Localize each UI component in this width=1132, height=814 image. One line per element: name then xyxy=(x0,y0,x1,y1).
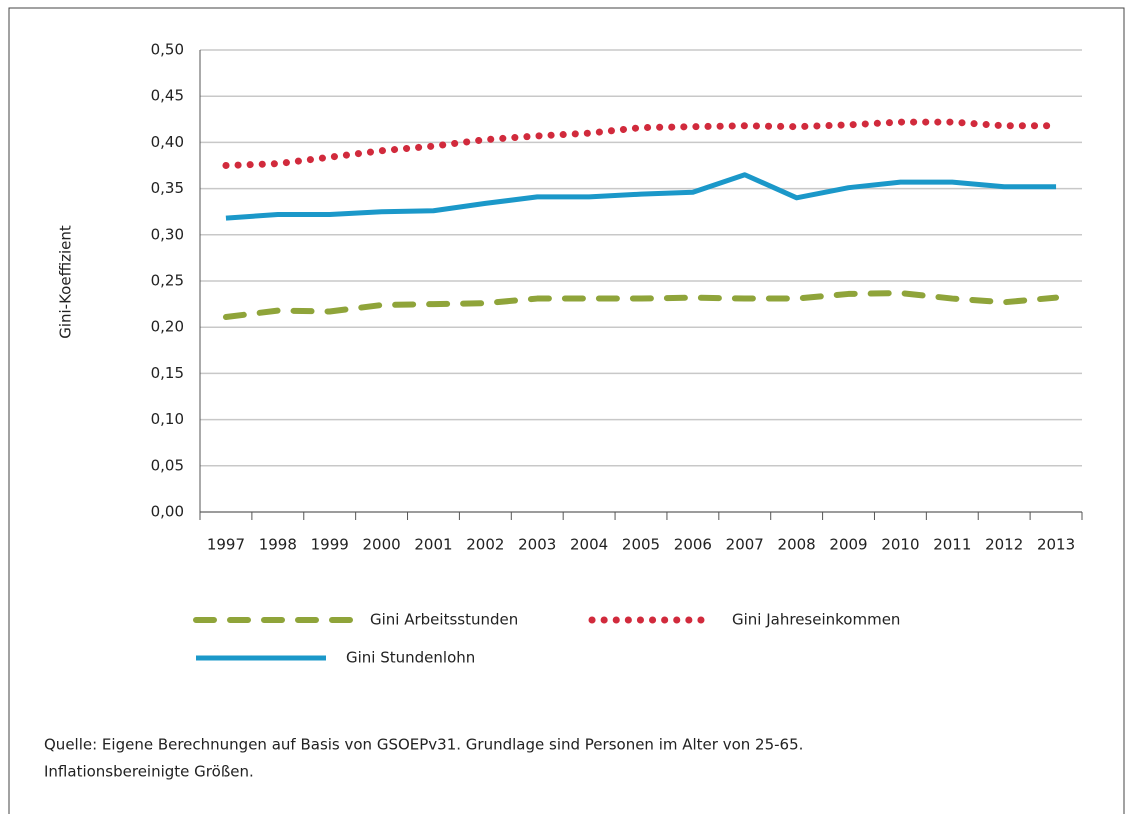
y-tick-label: 0,30 xyxy=(151,225,184,243)
x-tick-label: 2000 xyxy=(362,536,400,554)
x-tick-label: 1998 xyxy=(259,536,297,554)
x-tick-label: 2006 xyxy=(674,536,712,554)
y-tick-label: 0,20 xyxy=(151,318,184,336)
series-line xyxy=(225,172,1057,221)
x-tick-label: 1997 xyxy=(207,536,245,554)
x-tick-label: 2007 xyxy=(726,536,764,554)
source-note: Quelle: Eigene Berechnungen auf Basis vo… xyxy=(44,736,803,754)
y-tick-label: 0,10 xyxy=(151,410,184,428)
y-tick-label: 0,50 xyxy=(151,41,184,59)
legend-label: Gini Stundenlohn xyxy=(346,649,475,667)
legend-label: Gini Arbeitsstunden xyxy=(370,611,518,629)
series-line xyxy=(222,118,1060,169)
x-tick-label: 2004 xyxy=(570,536,608,554)
x-tick-label: 2012 xyxy=(985,536,1023,554)
x-tick-label: 1999 xyxy=(311,536,349,554)
x-tick-label: 2009 xyxy=(829,536,867,554)
x-tick-label: 2002 xyxy=(466,536,504,554)
x-tick-label: 2010 xyxy=(881,536,919,554)
y-tick-label: 0,15 xyxy=(151,364,184,382)
y-tick-label: 0,35 xyxy=(151,179,184,197)
x-tick-label: 2005 xyxy=(622,536,660,554)
x-tick-label: 2013 xyxy=(1037,536,1075,554)
y-tick-label: 0,05 xyxy=(151,456,184,474)
x-tick-label: 2001 xyxy=(414,536,452,554)
legend-label: Gini Jahreseinkommen xyxy=(732,611,900,629)
x-tick-label: 2011 xyxy=(933,536,971,554)
frame xyxy=(8,7,1125,814)
series-line xyxy=(222,290,1060,321)
source-note: Inflationsbereinigte Größen. xyxy=(44,763,254,781)
y-tick-label: 0,45 xyxy=(151,87,184,105)
y-tick-label: 0,00 xyxy=(151,503,184,521)
y-tick-label: 0,40 xyxy=(151,133,184,151)
y-tick-label: 0,25 xyxy=(151,272,184,290)
x-tick-label: 2003 xyxy=(518,536,556,554)
x-tick-label: 2008 xyxy=(778,536,816,554)
y-axis-label: Gini-Koeffizient xyxy=(57,225,75,339)
